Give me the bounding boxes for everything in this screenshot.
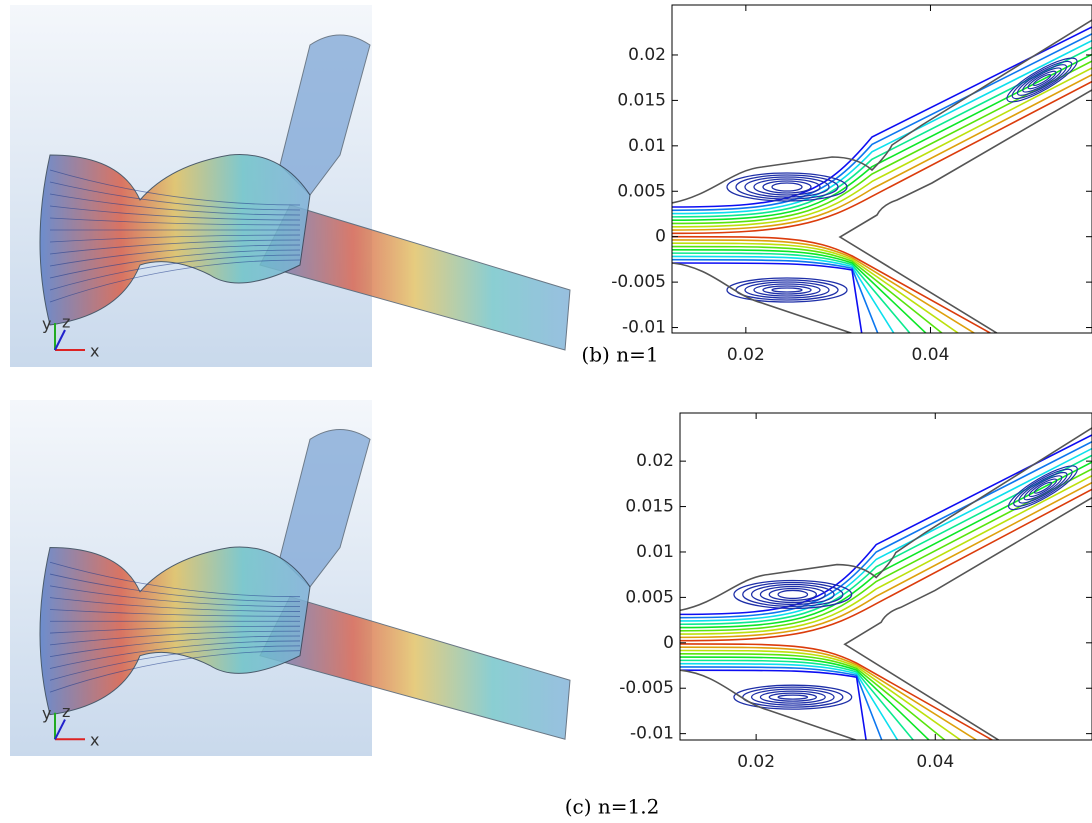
triad-label: x	[90, 342, 99, 361]
vortex	[772, 183, 802, 191]
y-tick-label: 0.015	[617, 90, 666, 110]
vortex	[743, 687, 843, 707]
caption: (b) n=1	[581, 343, 658, 367]
wall	[840, 90, 1092, 335]
figure: yzx0.020.040.020.0150.010.0050-0.005-0.0…	[0, 0, 1092, 823]
triad-label: y	[42, 704, 51, 723]
y-tick-label: 0.02	[636, 451, 674, 471]
flow-field	[680, 428, 1092, 742]
triad-label: z	[62, 313, 70, 332]
x-tick-label: 0.02	[727, 345, 765, 365]
vortex	[778, 590, 807, 598]
caption: (c) n=1.2	[565, 795, 660, 819]
y-tick-label: 0.005	[617, 181, 666, 201]
y-tick-label: -0.005	[619, 678, 674, 698]
streamline	[680, 647, 979, 742]
wall	[845, 498, 1092, 742]
x-tick-label: 0.04	[916, 752, 954, 772]
flow-field	[672, 20, 1092, 335]
triad-label: y	[42, 315, 51, 334]
y-tick-label: 0.005	[625, 587, 674, 607]
y-tick-label: 0.01	[628, 136, 666, 156]
streamline-plot	[672, 20, 1092, 335]
streamline	[672, 240, 977, 335]
y-tick-label: -0.01	[622, 318, 666, 338]
y-tick-label: 0	[655, 227, 666, 247]
triad-label: x	[90, 731, 99, 750]
y-tick-label: -0.01	[630, 724, 674, 744]
x-tick-label: 0.02	[737, 752, 775, 772]
vortex	[763, 286, 811, 294]
y-tick-label: 0.015	[625, 497, 674, 517]
streamline	[672, 82, 1092, 234]
triad-label: z	[62, 702, 70, 721]
vortex	[736, 280, 838, 300]
vortex	[769, 693, 816, 701]
x-tick-label: 0.04	[912, 345, 950, 365]
vortex	[778, 695, 807, 699]
y-tick-label: 0.01	[636, 542, 674, 562]
streamline	[680, 489, 1092, 640]
streamline-plot	[680, 428, 1092, 742]
y-tick-label: 0.02	[628, 45, 666, 65]
y-tick-label: -0.005	[611, 272, 666, 292]
y-tick-label: 0	[663, 633, 674, 653]
vortex	[772, 288, 802, 292]
